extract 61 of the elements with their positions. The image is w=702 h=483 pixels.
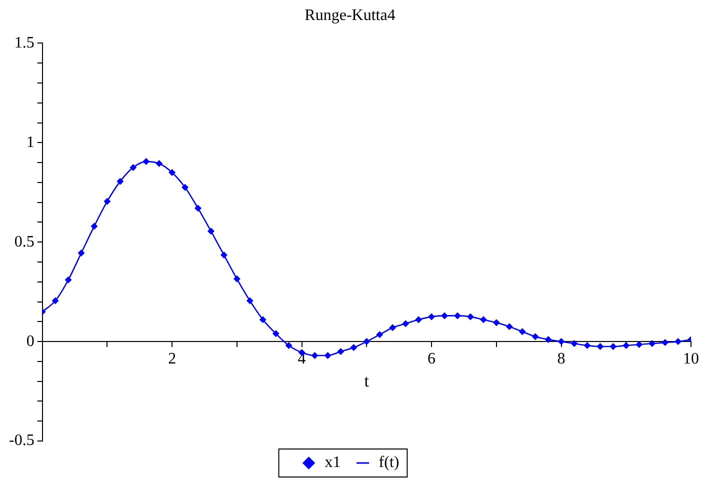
point — [480, 316, 487, 324]
point — [558, 338, 565, 346]
point — [441, 312, 448, 320]
point — [233, 275, 240, 282]
point — [64, 276, 72, 284]
point — [376, 331, 384, 338]
point — [130, 164, 137, 172]
y-tick-label: 1 — [26, 134, 34, 151]
point — [674, 338, 682, 346]
point — [596, 343, 604, 350]
point — [285, 342, 292, 350]
point — [142, 158, 150, 166]
legend-label: x1 — [324, 454, 341, 472]
point — [350, 344, 358, 352]
point — [466, 313, 474, 320]
y-tick-label: 0 — [26, 332, 34, 350]
point — [648, 340, 656, 348]
point — [116, 178, 124, 185]
point — [415, 316, 422, 324]
chart-title: Runge-Kutta4 — [304, 6, 396, 24]
point — [506, 323, 513, 330]
x-tick-label: 8 — [557, 350, 566, 368]
y-tick-label: -0.5 — [9, 432, 34, 450]
point — [662, 339, 669, 346]
point — [272, 330, 280, 338]
y-tick-label: 0.5 — [14, 233, 34, 250]
point — [246, 297, 254, 304]
point — [156, 160, 163, 168]
point — [220, 252, 228, 259]
point — [259, 316, 266, 324]
x-tick-label: 6 — [428, 350, 436, 368]
point — [544, 336, 552, 344]
point — [363, 338, 370, 346]
point — [454, 312, 461, 320]
point — [636, 341, 643, 348]
point — [104, 198, 111, 205]
x-axis-title: t — [364, 371, 370, 390]
point — [428, 313, 436, 320]
point — [570, 340, 578, 348]
point — [311, 352, 318, 359]
y-tick-label: 1.5 — [14, 34, 34, 52]
point — [182, 184, 189, 191]
point — [610, 343, 617, 350]
point — [389, 324, 396, 332]
point — [168, 168, 176, 176]
point — [78, 250, 85, 257]
point — [402, 320, 410, 328]
point — [337, 348, 344, 355]
point — [52, 297, 59, 304]
point — [90, 222, 98, 230]
point — [207, 228, 214, 235]
point — [532, 333, 539, 340]
x-tick-label: 10 — [683, 350, 699, 368]
point — [324, 352, 332, 359]
point — [194, 204, 202, 212]
x-tick-label: 2 — [168, 350, 176, 368]
point — [492, 319, 500, 326]
point — [584, 342, 591, 350]
legend-label: f(t) — [378, 454, 400, 472]
point — [622, 342, 630, 350]
point — [518, 328, 526, 336]
